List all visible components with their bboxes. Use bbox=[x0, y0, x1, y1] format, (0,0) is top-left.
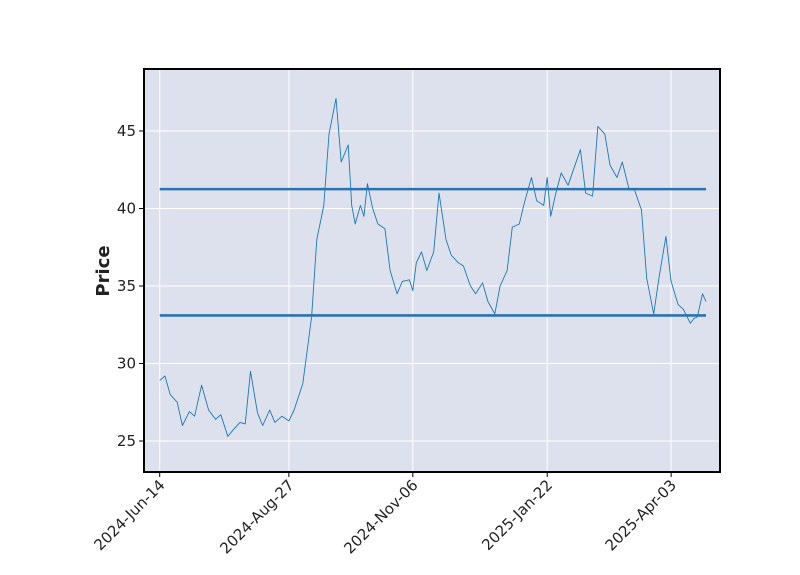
y-axis-label: Price bbox=[93, 245, 114, 296]
x-tick-label: 2024-Nov-06 bbox=[340, 476, 421, 557]
x-tick-label: 2024-Jun-14 bbox=[91, 476, 169, 554]
grid-lines bbox=[144, 69, 720, 472]
y-axis-ticks: 25 30 35 40 45 bbox=[117, 122, 144, 450]
y-tick-label: 40 bbox=[117, 200, 136, 218]
series-layer bbox=[159, 97, 707, 437]
plot-frame bbox=[143, 68, 721, 473]
y-tick-label: 45 bbox=[117, 122, 136, 140]
x-tick-label: 2025-Jan-22 bbox=[478, 476, 556, 554]
plot-background bbox=[144, 69, 720, 472]
x-tick-label: 2024-Aug-27 bbox=[216, 476, 297, 557]
x-axis-ticks: 2024-Jun-14 2024-Aug-27 2024-Nov-06 2025-Ja… bbox=[91, 472, 680, 557]
horizontal-levels bbox=[159, 187, 707, 317]
x-tick-label: 2025-Apr-03 bbox=[602, 476, 680, 554]
y-tick-label: 30 bbox=[117, 355, 136, 373]
y-tick-label: 35 bbox=[117, 277, 136, 295]
price-line bbox=[159, 97, 707, 437]
y-tick-label: 25 bbox=[117, 432, 136, 450]
